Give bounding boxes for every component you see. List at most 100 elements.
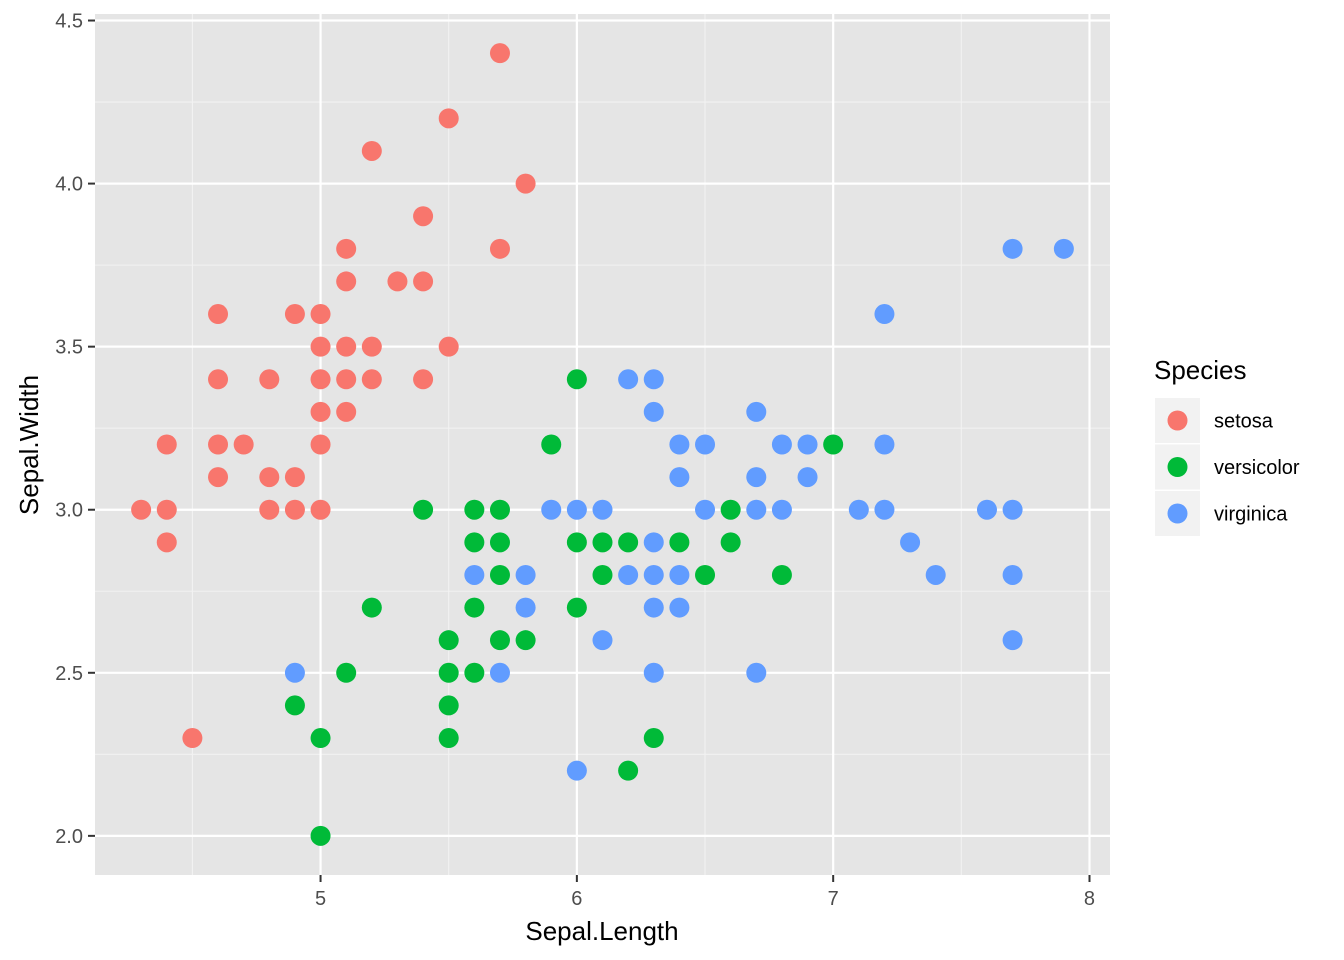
point-virginica	[643, 401, 664, 422]
y-tick-label: 2.0	[55, 826, 83, 848]
point-virginica	[1002, 499, 1023, 520]
y-axis: 2.0 2.5 3.0 3.5 4.0 4.5	[55, 11, 95, 848]
point-versicolor	[720, 499, 741, 520]
point-setosa	[310, 401, 331, 422]
x-tick-label: 6	[571, 888, 582, 910]
point-virginica	[489, 662, 510, 683]
point-versicolor	[464, 662, 485, 683]
point-setosa	[156, 532, 177, 553]
point-setosa	[310, 499, 331, 520]
point-virginica	[669, 564, 690, 585]
x-tick-label: 7	[828, 888, 839, 910]
point-virginica	[900, 532, 921, 553]
point-versicolor	[464, 597, 485, 618]
point-setosa	[259, 499, 280, 520]
point-virginica	[669, 467, 690, 488]
point-setosa	[284, 499, 305, 520]
point-virginica	[746, 467, 767, 488]
point-versicolor	[592, 532, 613, 553]
point-versicolor	[284, 695, 305, 716]
point-setosa	[310, 304, 331, 325]
point-setosa	[438, 108, 459, 129]
point-versicolor	[695, 564, 716, 585]
point-setosa	[489, 43, 510, 64]
legend-label-virginica: virginica	[1214, 504, 1288, 526]
point-versicolor	[720, 532, 741, 553]
legend-label-versicolor: versicolor	[1214, 457, 1300, 479]
point-virginica	[464, 564, 485, 585]
point-setosa	[284, 304, 305, 325]
point-virginica	[669, 597, 690, 618]
x-tick-label: 8	[1084, 888, 1095, 910]
point-setosa	[310, 336, 331, 357]
point-virginica	[643, 532, 664, 553]
point-setosa	[413, 369, 434, 390]
legend-key-versicolor	[1167, 457, 1188, 477]
point-setosa	[413, 206, 434, 227]
point-setosa	[361, 140, 382, 161]
point-virginica	[643, 369, 664, 390]
x-axis: 5 6 7 8	[315, 875, 1095, 910]
point-virginica	[771, 434, 792, 455]
point-virginica	[515, 597, 536, 618]
x-tick-label: 5	[315, 888, 326, 910]
x-axis-title: Sepal.Length	[525, 916, 678, 946]
y-tick-label: 2.5	[55, 663, 83, 685]
point-setosa	[208, 369, 229, 390]
point-virginica	[643, 564, 664, 585]
point-versicolor	[336, 662, 357, 683]
point-virginica	[643, 662, 664, 683]
point-versicolor	[566, 369, 587, 390]
point-versicolor	[823, 434, 844, 455]
point-setosa	[284, 467, 305, 488]
point-virginica	[618, 564, 639, 585]
point-versicolor	[310, 728, 331, 749]
legend-key-virginica	[1167, 503, 1188, 524]
point-versicolor	[489, 532, 510, 553]
point-setosa	[438, 336, 459, 357]
point-versicolor	[438, 695, 459, 716]
point-virginica	[771, 499, 792, 520]
point-setosa	[336, 401, 357, 422]
point-versicolor	[310, 825, 331, 846]
point-setosa	[259, 369, 280, 390]
point-virginica	[797, 467, 818, 488]
point-virginica	[284, 662, 305, 683]
point-virginica	[976, 499, 997, 520]
point-versicolor	[413, 499, 434, 520]
point-virginica	[618, 369, 639, 390]
legend-key-setosa	[1167, 410, 1188, 431]
point-versicolor	[438, 630, 459, 651]
point-virginica	[541, 499, 562, 520]
point-setosa	[208, 304, 229, 325]
point-versicolor	[541, 434, 562, 455]
point-virginica	[874, 499, 895, 520]
point-virginica	[1002, 630, 1023, 651]
point-versicolor	[592, 564, 613, 585]
point-setosa	[361, 336, 382, 357]
point-versicolor	[489, 499, 510, 520]
point-setosa	[336, 271, 357, 292]
point-setosa	[336, 336, 357, 357]
point-versicolor	[464, 532, 485, 553]
legend: Species setosa versicolor virginica	[1154, 355, 1300, 536]
point-virginica	[1053, 238, 1074, 259]
point-virginica	[566, 499, 587, 520]
point-versicolor	[566, 532, 587, 553]
point-virginica	[1002, 564, 1023, 585]
point-versicolor	[669, 532, 690, 553]
point-versicolor	[464, 499, 485, 520]
point-versicolor	[489, 630, 510, 651]
point-virginica	[925, 564, 946, 585]
point-versicolor	[618, 760, 639, 781]
point-versicolor	[515, 630, 536, 651]
point-virginica	[592, 630, 613, 651]
point-versicolor	[438, 728, 459, 749]
point-virginica	[669, 434, 690, 455]
point-virginica	[1002, 238, 1023, 259]
point-virginica	[746, 401, 767, 422]
point-versicolor	[771, 564, 792, 585]
point-versicolor	[643, 728, 664, 749]
point-setosa	[336, 369, 357, 390]
